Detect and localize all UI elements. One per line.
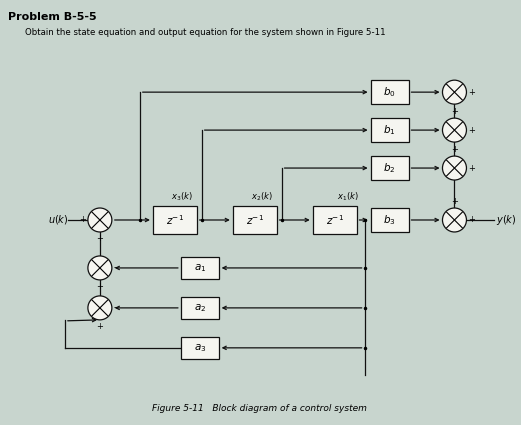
Circle shape	[442, 208, 466, 232]
Text: -: -	[114, 264, 117, 272]
Text: Obtain the state equation and output equation for the system shown in Figure 5-1: Obtain the state equation and output equ…	[25, 28, 386, 37]
Bar	[370, 118, 408, 142]
Text: Figure 5-11   Block diagram of a control system: Figure 5-11 Block diagram of a control s…	[152, 404, 367, 413]
Text: $b_1$: $b_1$	[383, 123, 396, 137]
Text: $z^{-1}$: $z^{-1}$	[166, 213, 184, 227]
Text: Problem B-5-5: Problem B-5-5	[8, 12, 96, 22]
Circle shape	[88, 296, 112, 320]
Text: -: -	[114, 303, 117, 312]
Text: +: +	[451, 145, 458, 154]
Bar	[370, 80, 408, 104]
Text: $x_2(k)$: $x_2(k)$	[251, 190, 272, 203]
Bar	[181, 297, 219, 319]
Bar	[313, 206, 356, 234]
Circle shape	[442, 156, 466, 180]
Text: +: +	[468, 88, 475, 96]
Bar	[233, 206, 277, 234]
Text: $a_2$: $a_2$	[194, 302, 206, 314]
Circle shape	[442, 80, 466, 104]
Bar	[181, 337, 219, 359]
Text: +: +	[451, 107, 458, 116]
Circle shape	[442, 118, 466, 142]
Bar	[370, 156, 408, 180]
Text: $x_1(k)$: $x_1(k)$	[337, 190, 358, 203]
Text: $b_0$: $b_0$	[383, 85, 396, 99]
Circle shape	[88, 256, 112, 280]
Text: $z^{-1}$: $z^{-1}$	[326, 213, 344, 227]
Text: +: +	[468, 164, 475, 173]
Text: +: +	[96, 282, 103, 291]
Text: $a_1$: $a_1$	[194, 262, 206, 274]
Bar	[153, 206, 197, 234]
Circle shape	[88, 208, 112, 232]
Text: $b_2$: $b_2$	[383, 161, 396, 175]
Text: $x_3(k)$: $x_3(k)$	[171, 190, 193, 203]
Text: +: +	[79, 215, 86, 224]
Text: +: +	[96, 234, 103, 243]
Text: $z^{-1}$: $z^{-1}$	[246, 213, 264, 227]
Text: $u(k)$: $u(k)$	[48, 213, 68, 227]
Text: +: +	[468, 126, 475, 135]
Text: +: +	[451, 197, 458, 206]
Text: +: +	[96, 322, 103, 331]
Text: $a_3$: $a_3$	[194, 342, 206, 354]
Text: $b_3$: $b_3$	[383, 213, 396, 227]
Text: $y(k)$: $y(k)$	[497, 213, 517, 227]
Bar	[370, 208, 408, 232]
Text: +: +	[468, 215, 475, 224]
Bar	[181, 257, 219, 279]
